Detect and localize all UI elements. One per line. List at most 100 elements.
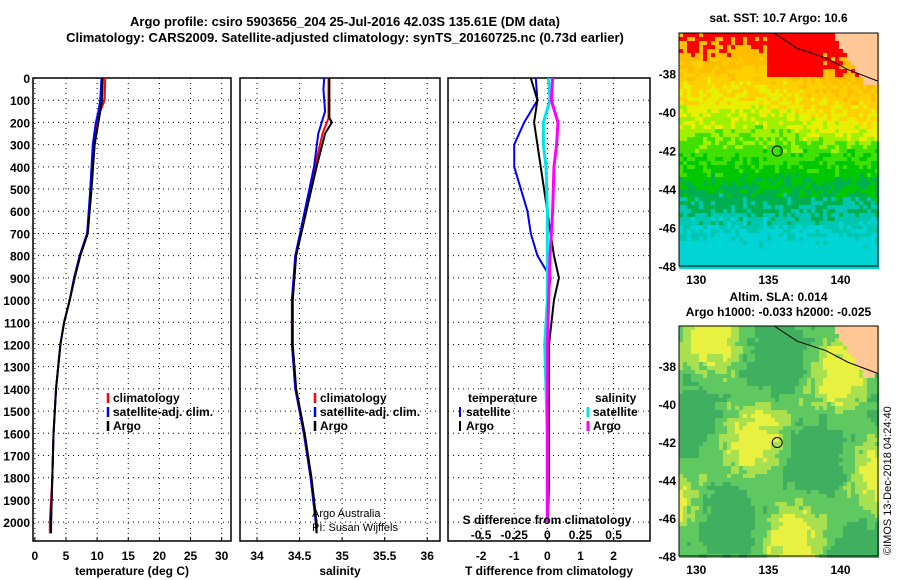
map-cell	[827, 205, 831, 209]
map-cell	[815, 129, 819, 133]
map-cell	[699, 73, 703, 77]
map-cell	[719, 229, 723, 233]
map-cell	[683, 133, 687, 137]
map-cell	[791, 386, 795, 390]
map-cell	[779, 217, 783, 221]
map-cell	[803, 181, 807, 185]
map-cell	[823, 249, 827, 253]
x-axis-label: temperature (deg C)	[75, 564, 189, 578]
map-cell	[783, 474, 787, 478]
map-cell	[827, 141, 831, 145]
map-cell	[831, 177, 835, 181]
map-cell	[795, 434, 799, 438]
map-cell	[843, 73, 847, 77]
map-cell	[863, 121, 867, 125]
map-cell	[855, 37, 859, 41]
map-cell	[739, 338, 743, 342]
map-cell	[767, 129, 771, 133]
map-cell	[727, 61, 731, 65]
map-cell	[863, 197, 867, 201]
legend-label: Argo	[320, 419, 348, 433]
map-cell	[763, 490, 767, 494]
map-cell	[779, 426, 783, 430]
map-cell	[779, 350, 783, 354]
map-cell	[727, 49, 731, 53]
map-cell	[703, 358, 707, 362]
map-cell	[747, 241, 751, 245]
lon-tick-label: 135	[758, 273, 778, 287]
map-cell	[799, 249, 803, 253]
map-cell	[747, 522, 751, 526]
map-cell	[755, 334, 759, 338]
map-cell	[679, 346, 683, 350]
map-cell	[679, 41, 683, 45]
map-cell	[759, 442, 763, 446]
map-cell	[843, 249, 847, 253]
map-cell	[751, 326, 755, 330]
map-cell	[771, 402, 775, 406]
map-cell	[691, 121, 695, 125]
map-cell	[871, 177, 875, 181]
map-cell	[755, 450, 759, 454]
map-cell	[739, 470, 743, 474]
map-cell	[763, 261, 767, 265]
map-cell	[775, 334, 779, 338]
map-cell	[683, 217, 687, 221]
map-cell	[695, 121, 699, 125]
map-cell	[803, 89, 807, 93]
map-cell	[683, 125, 687, 129]
map-cell	[811, 57, 815, 61]
map-cell	[799, 213, 803, 217]
map-cell	[811, 237, 815, 241]
map-cell	[795, 530, 799, 534]
map-cell	[715, 450, 719, 454]
map-cell	[875, 173, 879, 177]
map-cell	[723, 173, 727, 177]
map-cell	[699, 382, 703, 386]
map-cell	[739, 181, 743, 185]
map-cell	[759, 422, 763, 426]
map-cell	[863, 253, 867, 257]
map-cell	[727, 157, 731, 161]
map-cell	[815, 173, 819, 177]
map-cell	[771, 253, 775, 257]
map-cell	[767, 229, 771, 233]
map-cell	[691, 494, 695, 498]
map-cell	[735, 394, 739, 398]
map-cell	[707, 77, 711, 81]
map-cell	[791, 225, 795, 229]
map-cell	[783, 241, 787, 245]
map-cell	[703, 534, 707, 538]
map-cell	[695, 534, 699, 538]
map-cell	[795, 121, 799, 125]
map-cell	[855, 261, 859, 265]
map-cell	[711, 430, 715, 434]
map-cell	[835, 189, 839, 193]
map-cell	[763, 370, 767, 374]
map-cell	[863, 53, 867, 57]
map-cell	[843, 261, 847, 265]
map-cell	[859, 189, 863, 193]
map-cell	[823, 157, 827, 161]
map-cell	[707, 430, 711, 434]
map-cell	[863, 177, 867, 181]
map-cell	[723, 181, 727, 185]
map-cell	[875, 221, 879, 225]
map-cell	[759, 165, 763, 169]
map-cell	[819, 245, 823, 249]
map-cell	[771, 346, 775, 350]
map-cell	[679, 462, 683, 466]
map-cell	[751, 502, 755, 506]
map-cell	[787, 177, 791, 181]
map-cell	[759, 101, 763, 105]
map-cell	[703, 69, 707, 73]
map-cell	[847, 77, 851, 81]
map-cell	[691, 442, 695, 446]
map-cell	[707, 394, 711, 398]
map-cell	[807, 73, 811, 77]
map-cell	[819, 97, 823, 101]
map-cell	[863, 233, 867, 237]
map-cell	[695, 490, 699, 494]
map-cell	[691, 233, 695, 237]
map-cell	[743, 237, 747, 241]
